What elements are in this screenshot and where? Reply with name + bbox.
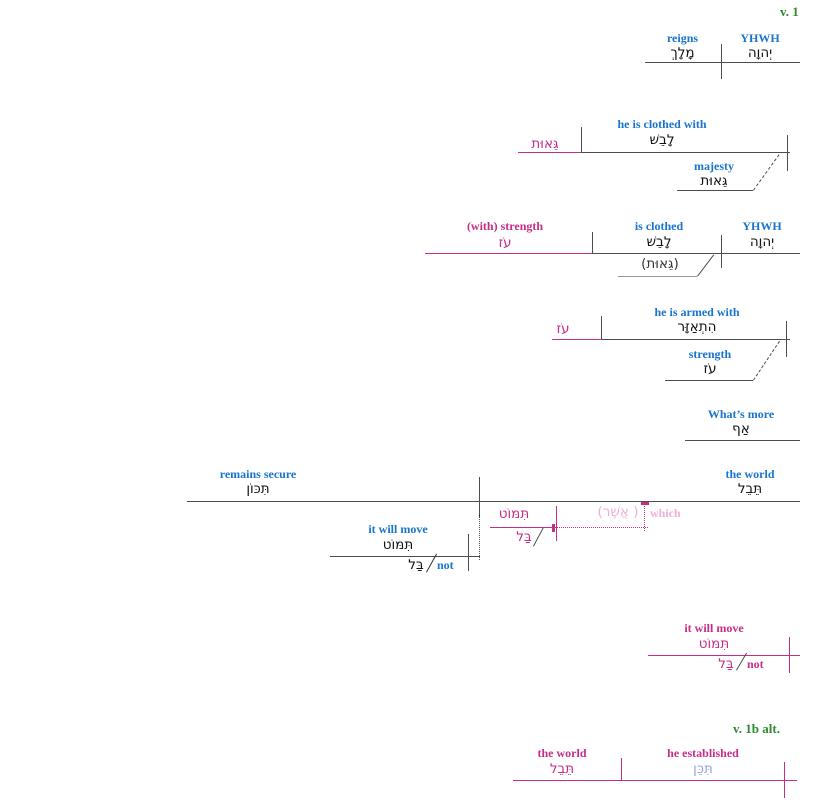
embedded-baseline (330, 556, 480, 557)
adverbial-tick (601, 316, 602, 340)
subject-hebrew: תֵּבֵל (737, 481, 763, 497)
relative-pronoun-gloss: which (650, 506, 681, 520)
conjunction-line (685, 440, 800, 441)
object-line (677, 190, 753, 191)
subject-hebrew: יְהוָה (749, 234, 775, 250)
adverbial-hebrew: עֹז (498, 235, 512, 251)
object-line (665, 380, 753, 381)
embedded-divider (468, 534, 469, 571)
baseline (602, 339, 790, 340)
verb-hebrew: תִּמּוֹט (698, 636, 730, 652)
verb-hebrew: לָבֵשׁ (649, 132, 675, 148)
negation-gloss: not (747, 657, 764, 671)
conjunction-gloss: What’s more (707, 407, 775, 421)
verb-hebrew: מָלָךְ (670, 45, 695, 61)
dotted-drop-connector (479, 515, 480, 560)
object-divider (621, 758, 622, 781)
adverbial-tick (592, 232, 593, 254)
verb-gloss: he is clothed with (617, 117, 707, 131)
verse-label-v1: v. 1 (780, 4, 799, 19)
adverbial-line (425, 253, 593, 254)
dashed-connector (753, 154, 780, 191)
object-gloss: strength (688, 347, 732, 361)
baseline (187, 501, 800, 502)
object-hebrew: גֵּאוּת (700, 173, 728, 189)
alt-dotted-vertical (644, 502, 645, 531)
adverbial-gloss: (with) strength (466, 219, 544, 233)
subject-verb-divider (787, 135, 788, 171)
elided-object-line (618, 276, 697, 277)
baseline (582, 152, 790, 153)
object-hebrew: תֵּבֵל (549, 761, 575, 777)
negation-gloss: not (437, 558, 454, 572)
verb-hebrew: תִּכֵּן (693, 761, 713, 777)
adverbial-tick (581, 127, 582, 153)
embedded-verb-gloss: it will move (368, 522, 428, 536)
baseline (593, 253, 800, 254)
verb-gloss: he is armed with (654, 305, 740, 319)
subject-hebrew: יְהוָה (747, 45, 773, 61)
verb-hebrew: לָבֵשׁ (646, 234, 672, 250)
alt-baseline (490, 527, 552, 528)
adverbial-hebrew: גֵּאוּת (531, 136, 559, 152)
verb-gloss: he established (667, 746, 739, 760)
verb-gloss: is clothed (634, 219, 684, 233)
subject-verb-divider (789, 637, 790, 673)
subject-verb-divider (721, 235, 722, 268)
conjunction-hebrew: אַף (732, 421, 750, 437)
elided-object-hebrew: (גֵּאוּת) (641, 256, 679, 272)
verse-label-v1b-alt: v. 1b alt. (733, 721, 780, 736)
alt-verb-hebrew: תִּמּוֹט (498, 506, 530, 522)
object-gloss: the world (537, 746, 587, 760)
dashed-connector (753, 340, 780, 381)
baseline (648, 655, 800, 656)
alt-negation-hebrew: בַּל (516, 529, 532, 545)
subject-gloss: YHWH (742, 219, 782, 233)
subject-verb-divider (479, 477, 480, 515)
relative-pronoun-hebrew: ( אֲשֶׁר) (597, 504, 639, 520)
verb-gloss: remains secure (219, 467, 297, 481)
object-gloss: majesty (694, 159, 734, 173)
embedded-verb-hebrew: תִּמּוֹט (382, 537, 414, 553)
verb-gloss: reigns (666, 31, 699, 45)
subject-gloss: the world (725, 467, 775, 481)
adverbial-hebrew: עֹז (556, 321, 570, 337)
verb-hebrew: תִּכּוֹן (246, 481, 270, 497)
negation-hebrew: בַּל (408, 557, 424, 573)
object-hebrew: עֹז (703, 361, 717, 377)
baseline (645, 62, 800, 63)
alt-dotted-horizontal (552, 527, 648, 528)
negation-hebrew: בַּל (718, 656, 734, 672)
verb-hebrew: הִתְאַזָּר (677, 319, 717, 335)
verb-gloss: it will move (684, 621, 744, 635)
adverbial-line (552, 339, 602, 340)
subject-verb-divider (784, 762, 785, 798)
subject-gloss: YHWH (740, 31, 780, 45)
alt-divider (556, 506, 557, 541)
adverbial-line (518, 152, 582, 153)
baseline (513, 780, 797, 781)
subject-verb-divider (786, 321, 787, 357)
subject-verb-divider (721, 44, 722, 79)
